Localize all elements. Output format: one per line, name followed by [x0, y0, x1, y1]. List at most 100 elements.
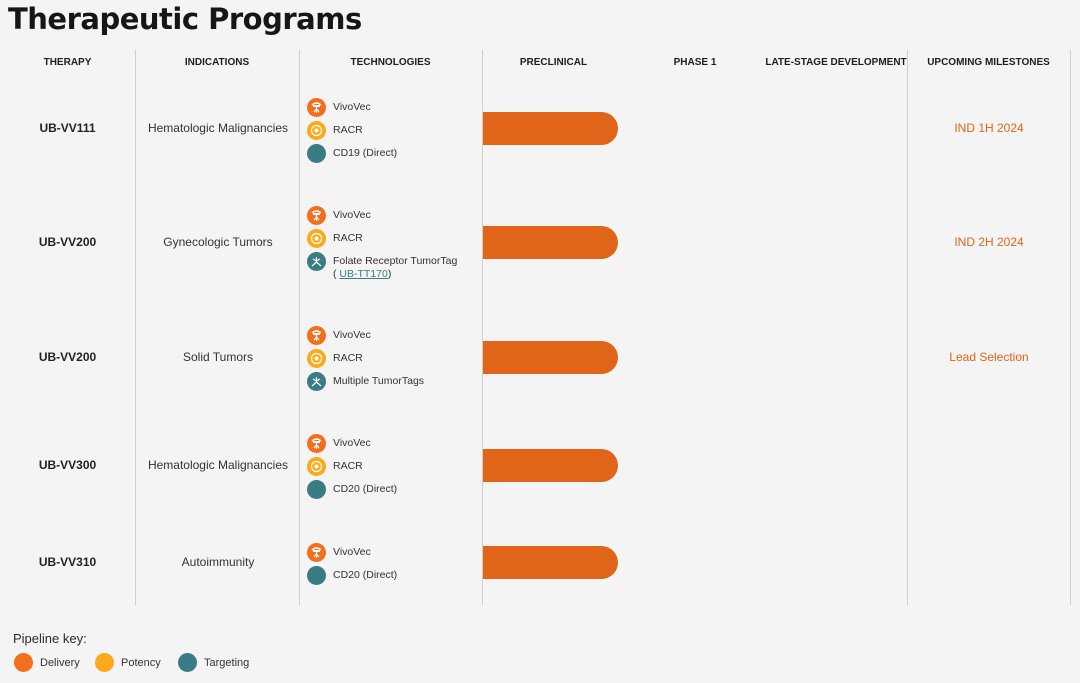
technology-name: VivoVec — [333, 546, 371, 558]
milestone: Lead Selection — [949, 350, 1029, 364]
technology-sub-suffix: ) — [387, 268, 392, 280]
technology-list: VivoVec RACR CD19 (Direct) — [307, 98, 479, 167]
technology-label: CD19 (Direct) — [333, 144, 397, 160]
technology-label: RACR — [333, 457, 363, 473]
technology-name: RACR — [333, 460, 363, 472]
technology-label: VivoVec — [333, 206, 371, 222]
potency-key-icon — [95, 653, 114, 672]
header-technologies: TECHNOLOGIES — [350, 57, 431, 68]
technology-label: Folate Receptor TumorTag( UB-TT170) — [333, 252, 457, 281]
technology-name: CD20 (Direct) — [333, 569, 398, 581]
pipeline-table: THERAPY INDICATIONS TECHNOLOGIES PRECLIN… — [38, 50, 1071, 605]
column-divider — [482, 50, 483, 605]
technology-label: VivoVec — [333, 326, 371, 342]
racr-icon — [307, 349, 326, 368]
pipeline-key-item: Targeting — [178, 653, 249, 672]
vivovec-icon — [307, 434, 326, 453]
milestone: IND 1H 2024 — [954, 121, 1024, 135]
tumortag-icon — [307, 252, 326, 271]
racr-icon — [307, 121, 326, 140]
header-phase1: PHASE 1 — [673, 57, 717, 68]
technology-label: CD20 (Direct) — [333, 480, 397, 496]
pipeline-key-label: Delivery — [40, 656, 80, 669]
technology-name: VivoVec — [333, 329, 371, 341]
pipeline-key-title: Pipeline key: — [13, 631, 87, 646]
technology-name: VivoVec — [333, 209, 371, 221]
technology-label: Multiple TumorTags — [333, 372, 424, 388]
column-divider — [299, 50, 300, 605]
racr-icon — [307, 229, 326, 248]
vivovec-icon — [307, 206, 326, 225]
technology-item: VivoVec — [307, 434, 479, 453]
preclinical-progress-bar — [483, 546, 618, 579]
direct-targeting-icon — [307, 144, 326, 163]
therapy-name: UB-VV200 — [38, 350, 97, 364]
technology-name: VivoVec — [333, 101, 371, 113]
technology-name: VivoVec — [333, 437, 371, 449]
technology-name: Folate Receptor TumorTag — [333, 255, 458, 267]
therapy-name: UB-VV300 — [38, 458, 97, 472]
pipeline-key-item: Delivery — [14, 653, 80, 672]
technology-item: Folate Receptor TumorTag( UB-TT170) — [307, 252, 479, 281]
technology-item: CD20 (Direct) — [307, 480, 479, 499]
technology-label: RACR — [333, 121, 363, 137]
technology-list: VivoVec RACR Multiple TumorTags — [307, 326, 479, 395]
technology-name: RACR — [333, 232, 363, 244]
pipeline-key-item: Potency — [95, 653, 161, 672]
column-divider — [1070, 50, 1071, 605]
technology-label: RACR — [333, 349, 363, 365]
indication: Gynecologic Tumors — [163, 235, 273, 249]
therapy-name: UB-VV111 — [39, 121, 96, 135]
technology-list: VivoVec RACR CD20 (Direct) — [307, 434, 479, 503]
technology-item: RACR — [307, 349, 479, 368]
column-divider — [135, 50, 136, 605]
pipeline-key-label: Potency — [121, 656, 161, 669]
preclinical-progress-bar — [483, 341, 618, 374]
technology-list: VivoVec CD20 (Direct) — [307, 543, 479, 589]
technology-item: Multiple TumorTags — [307, 372, 479, 391]
technology-name: RACR — [333, 352, 363, 364]
preclinical-progress-bar — [483, 112, 618, 145]
technology-item: VivoVec — [307, 326, 479, 345]
technology-item: VivoVec — [307, 543, 479, 562]
vivovec-icon — [307, 543, 326, 562]
tumortag-icon — [307, 372, 326, 391]
technology-list: VivoVec RACR Folate Receptor TumorTag( UB-… — [307, 206, 479, 285]
vivovec-icon — [307, 98, 326, 117]
delivery-key-icon — [14, 653, 33, 672]
direct-targeting-icon — [307, 480, 326, 499]
indication: Autoimmunity — [181, 555, 255, 569]
preclinical-progress-bar — [483, 226, 618, 259]
indication: Hematologic Malignancies — [147, 458, 289, 472]
technology-item: RACR — [307, 457, 479, 476]
technology-item: VivoVec — [307, 206, 479, 225]
header-indications: INDICATIONS — [184, 57, 250, 68]
header-preclinical: PRECLINICAL — [519, 57, 588, 68]
indication: Solid Tumors — [182, 350, 254, 364]
technology-label: VivoVec — [333, 543, 371, 559]
milestone: IND 2H 2024 — [954, 235, 1024, 249]
technology-label: VivoVec — [333, 434, 371, 450]
targeting-key-icon — [178, 653, 197, 672]
technology-name: CD19 (Direct) — [333, 147, 398, 159]
page-title: Therapeutic Programs — [8, 2, 362, 36]
technology-label: VivoVec — [333, 98, 371, 114]
technology-item: RACR — [307, 229, 479, 248]
technology-label: CD20 (Direct) — [333, 566, 397, 582]
direct-targeting-icon — [307, 566, 326, 585]
technology-name: RACR — [333, 124, 363, 136]
indication: Hematologic Malignancies — [147, 121, 289, 135]
preclinical-progress-bar — [483, 449, 618, 482]
vivovec-icon — [307, 326, 326, 345]
tumortag-link[interactable]: UB-TT170 — [339, 268, 388, 280]
technology-item: CD19 (Direct) — [307, 144, 479, 163]
technology-item: CD20 (Direct) — [307, 566, 479, 585]
technology-item: RACR — [307, 121, 479, 140]
header-therapy: THERAPY — [43, 57, 92, 68]
therapy-name: UB-VV310 — [38, 555, 97, 569]
technology-sub-prefix: ( — [333, 268, 340, 280]
therapy-name: UB-VV200 — [38, 235, 97, 249]
header-late-stage: LATE-STAGE DEVELOPMENT — [765, 57, 907, 68]
technology-item: VivoVec — [307, 98, 479, 117]
technology-name: CD20 (Direct) — [333, 483, 398, 495]
